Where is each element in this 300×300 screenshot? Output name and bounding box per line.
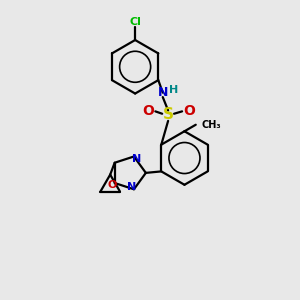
Text: N: N — [158, 86, 169, 99]
Text: N: N — [127, 182, 136, 192]
Text: N: N — [132, 154, 141, 164]
Text: CH₃: CH₃ — [201, 120, 221, 130]
Text: H: H — [169, 85, 179, 95]
Text: O: O — [108, 179, 117, 190]
Text: S: S — [163, 107, 174, 122]
Text: O: O — [142, 104, 154, 118]
Text: O: O — [183, 104, 195, 118]
Text: Cl: Cl — [129, 17, 141, 27]
